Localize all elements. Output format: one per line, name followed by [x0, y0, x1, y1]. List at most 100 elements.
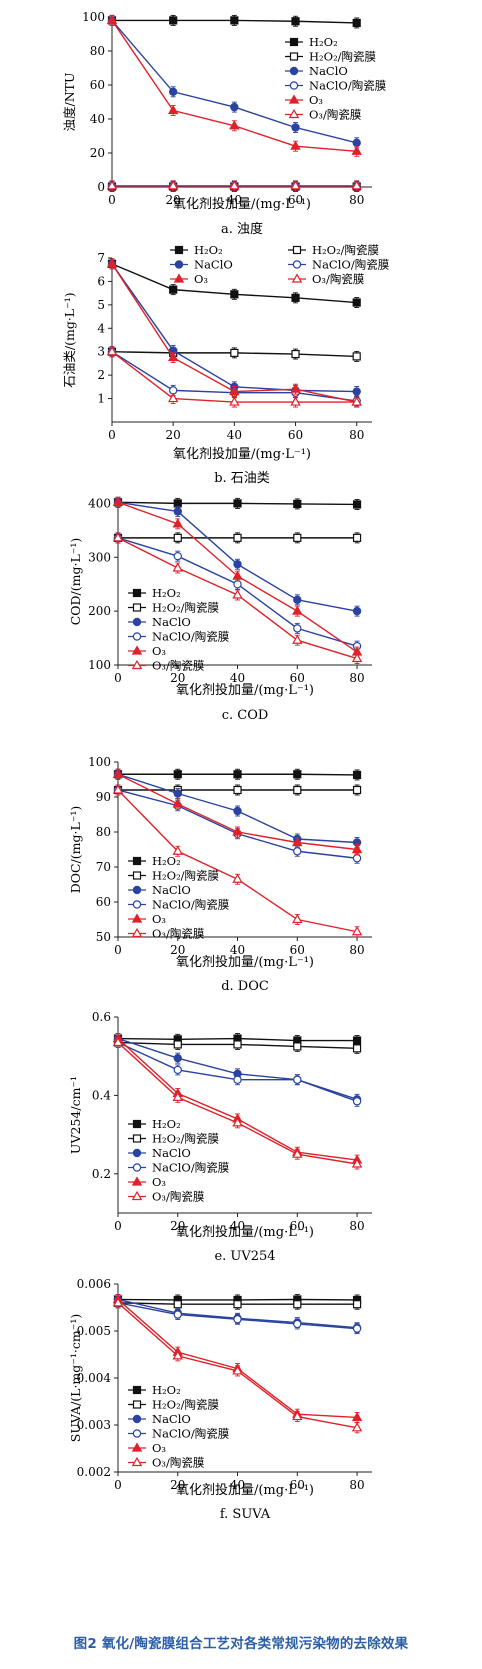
- legend-label: O₃: [152, 912, 166, 926]
- data-point: [290, 396, 301, 406]
- y-tick-label: 300: [88, 550, 111, 564]
- data-point: [352, 500, 362, 509]
- data-point: [352, 770, 362, 780]
- legend-label: NaClO/陶瓷膜: [152, 630, 229, 644]
- data-point: [173, 533, 182, 542]
- legend-label: H₂O₂: [152, 586, 181, 600]
- legend-label: O₃: [152, 644, 166, 658]
- chart-panel-2: 1 2 3 4 5 6 7 0 20 40 60 80 氧化剂投加量/(mg·L⁻¹) 石油类/(mg·L…: [62, 243, 389, 486]
- data-point: [233, 806, 242, 816]
- legend-label: O₃/陶瓷膜: [152, 1190, 204, 1204]
- legend-marker: [132, 1414, 142, 1424]
- data-point: [112, 1036, 124, 1047]
- data-point: [293, 1319, 302, 1329]
- legend-label: NaClO/陶瓷膜: [309, 79, 386, 93]
- x-tick-label: 0: [108, 428, 116, 442]
- data-point: [229, 396, 240, 406]
- legend-marker: [132, 885, 142, 895]
- y-tick-label: 0.2: [92, 1167, 111, 1181]
- legend-marker: [132, 900, 142, 909]
- data-point: [229, 385, 240, 396]
- x-tick-label: 20: [166, 428, 181, 442]
- data-point: [293, 1075, 302, 1084]
- y-tick-label: 80: [90, 44, 105, 58]
- y-tick-label: 0: [97, 180, 105, 194]
- data-point: [230, 348, 239, 357]
- data-point: [293, 624, 302, 633]
- data-point: [291, 293, 300, 302]
- legend-marker: [288, 108, 300, 119]
- data-point: [168, 87, 178, 97]
- y-axis-label: SUVA/(L·mg⁻¹·cm⁻¹): [68, 1314, 83, 1442]
- data-point: [352, 533, 362, 542]
- x-tick-label: 0: [114, 671, 122, 685]
- y-tick-label: 6: [97, 274, 105, 288]
- legend-label: O₃/陶瓷膜: [309, 108, 361, 122]
- legend-label: O₃/陶瓷膜: [152, 659, 204, 673]
- legend-label: H₂O₂/陶瓷膜: [152, 869, 219, 883]
- legend-marker: [131, 659, 143, 670]
- series-5: [112, 1032, 363, 1166]
- legend-marker: [289, 37, 299, 47]
- data-point: [352, 1324, 362, 1333]
- data-point: [112, 532, 124, 542]
- x-tick-label: 60: [290, 943, 305, 957]
- data-point: [230, 102, 239, 112]
- data-point: [172, 1350, 183, 1360]
- y-tick-label: 0.005: [77, 1324, 111, 1338]
- legend-marker: [132, 1429, 142, 1438]
- x-tick-label: 80: [349, 1219, 364, 1233]
- legend-label: NaClO/陶瓷膜: [312, 258, 389, 272]
- data-point: [293, 533, 302, 542]
- legend-marker: [131, 1456, 143, 1467]
- data-point: [168, 386, 178, 395]
- data-point: [106, 14, 118, 24]
- legend-label: H₂O₂/陶瓷膜: [312, 243, 379, 257]
- panel-caption: e. UV254: [214, 1249, 275, 1264]
- legend-marker: [132, 632, 142, 641]
- y-tick-label: 200: [88, 604, 111, 618]
- data-point: [233, 1040, 242, 1049]
- data-point: [173, 499, 182, 508]
- legend-label: NaClO: [152, 615, 191, 629]
- legend-marker: [132, 1400, 142, 1409]
- legend-label: O₃: [194, 272, 208, 286]
- data-point: [172, 798, 183, 808]
- data-point: [351, 843, 363, 854]
- data-point: [232, 826, 243, 836]
- data-point: [290, 180, 301, 190]
- data-point: [167, 351, 179, 362]
- data-point: [352, 785, 362, 795]
- data-point: [173, 1310, 182, 1319]
- x-axis-label: 氧化剂投加量/(mg·L⁻¹): [176, 954, 314, 970]
- legend-marker: [132, 871, 142, 880]
- data-point: [167, 392, 179, 403]
- y-tick-label: 0.003: [77, 1418, 111, 1432]
- legend-label: O₃/陶瓷膜: [152, 1456, 204, 1470]
- y-tick-label: 100: [88, 755, 111, 769]
- data-point: [229, 180, 240, 190]
- y-tick-label: 400: [88, 496, 111, 510]
- data-point: [352, 854, 362, 863]
- x-tick-label: 40: [230, 1219, 245, 1233]
- y-tick-label: 2: [97, 368, 105, 382]
- legend-marker: [292, 260, 302, 269]
- x-tick-label: 20: [170, 1219, 185, 1233]
- data-point: [233, 770, 242, 779]
- data-point: [351, 652, 363, 663]
- data-point: [292, 913, 303, 924]
- data-point: [290, 140, 301, 150]
- panel-caption: d. DOC: [221, 979, 269, 994]
- data-point: [106, 180, 118, 190]
- legend-label: O₃: [309, 93, 323, 107]
- legend-marker: [289, 52, 299, 61]
- x-axis-label: 氧化剂投加量/(mg·L⁻¹): [176, 682, 314, 698]
- legend-label: NaClO/陶瓷膜: [152, 898, 229, 912]
- legend-label: H₂O₂: [309, 35, 338, 49]
- data-point: [351, 1422, 363, 1432]
- data-point: [112, 496, 124, 506]
- legend-marker: [132, 856, 142, 866]
